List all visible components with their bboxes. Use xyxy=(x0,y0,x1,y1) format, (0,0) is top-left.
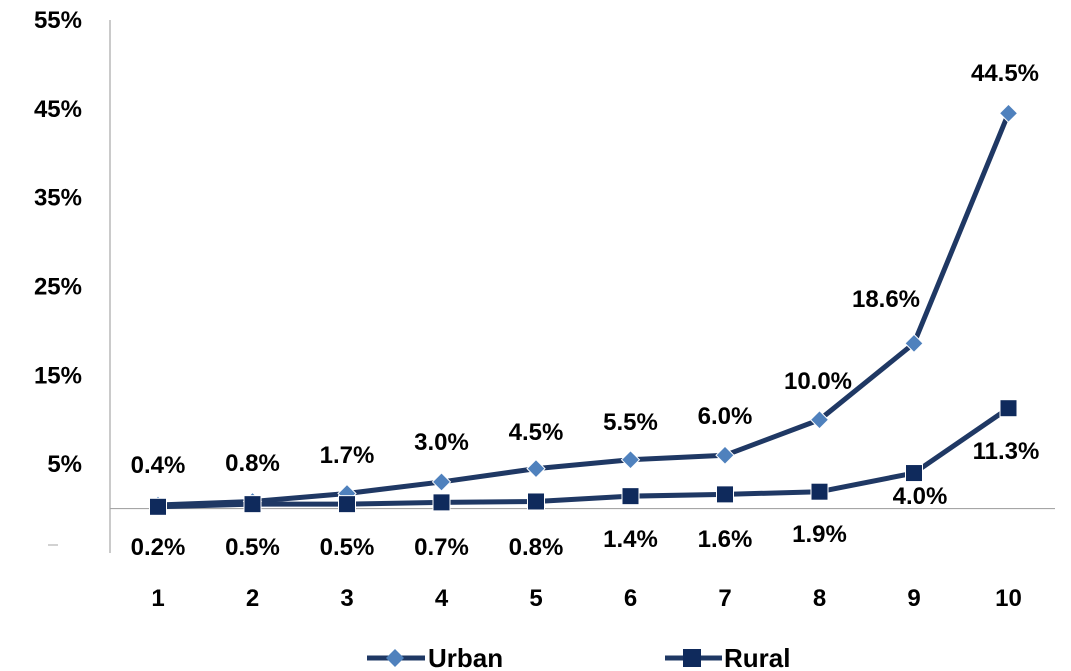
data-label-urban: 1.7% xyxy=(320,442,375,469)
x-tick-label: 5 xyxy=(529,585,542,612)
data-label-rural: 0.8% xyxy=(509,534,564,561)
legend-item-urban: Urban xyxy=(367,643,503,671)
data-labels: 0.4% 0.8% 1.7% 3.0% 4.5% 5.5% 6.0% 10.0% 18.6% 44… xyxy=(131,60,1040,561)
x-tick-label: 10 xyxy=(995,585,1022,612)
data-label-rural: 4.0% xyxy=(893,483,948,510)
data-label-urban: 0.4% xyxy=(131,452,186,479)
data-point xyxy=(527,492,545,511)
legend-label: Rural xyxy=(724,643,790,671)
legend-item-rural: Rural xyxy=(665,643,790,671)
data-point xyxy=(904,333,924,354)
data-point xyxy=(998,103,1019,123)
x-tick-label: 9 xyxy=(907,585,920,612)
data-point xyxy=(243,495,262,514)
data-point xyxy=(149,497,167,516)
series-line xyxy=(157,112,1011,508)
data-point xyxy=(620,450,641,470)
x-tick-label: 3 xyxy=(340,585,353,612)
data-point xyxy=(999,399,1018,418)
data-label-rural: 0.7% xyxy=(414,534,469,561)
y-tick-label: 15% xyxy=(34,362,82,389)
data-point xyxy=(809,410,830,430)
series-rural xyxy=(149,399,1018,516)
data-label-rural: 1.6% xyxy=(698,526,753,553)
data-point xyxy=(431,472,452,492)
x-tick-label: 2 xyxy=(246,585,259,612)
x-tick-label: 8 xyxy=(813,585,826,612)
data-label-urban: 18.6% xyxy=(852,286,920,313)
x-tick-label: 4 xyxy=(435,585,449,612)
y-tick-label: 5% xyxy=(47,451,82,478)
data-label-urban: 6.0% xyxy=(698,403,753,430)
data-label-rural: 0.2% xyxy=(131,534,186,561)
data-point xyxy=(338,495,356,514)
x-tick-label: 7 xyxy=(718,585,731,612)
data-point xyxy=(810,482,829,501)
data-label-rural: 1.9% xyxy=(792,521,847,548)
y-axis-ticks: 5% 15% 25% 35% 45% 55% xyxy=(34,7,82,478)
data-point xyxy=(432,493,451,512)
legend-label: Urban xyxy=(428,643,503,671)
chart-axes xyxy=(48,20,1055,553)
x-axis-ticks: 1 2 3 4 5 6 7 8 9 10 xyxy=(151,585,1022,612)
data-point xyxy=(526,458,546,479)
x-tick-label: 1 xyxy=(151,585,164,612)
chart-legend: Urban Rural xyxy=(367,643,790,671)
data-point xyxy=(715,445,735,465)
data-label-urban: 44.5% xyxy=(971,60,1039,87)
data-label-urban: 0.8% xyxy=(225,450,280,477)
y-tick-label: 35% xyxy=(34,185,82,212)
y-tick-label: 25% xyxy=(34,274,82,301)
data-label-urban: 4.5% xyxy=(509,419,564,446)
data-point xyxy=(621,487,640,506)
data-point xyxy=(905,464,923,483)
data-label-rural: 0.5% xyxy=(320,534,375,561)
chart-series xyxy=(148,103,1019,516)
data-label-urban: 10.0% xyxy=(784,368,852,395)
legend-diamond-icon xyxy=(386,649,404,667)
data-label-rural: 1.4% xyxy=(603,526,658,553)
x-tick-label: 6 xyxy=(624,585,637,612)
data-point xyxy=(716,485,734,504)
data-label-urban: 5.5% xyxy=(603,409,658,436)
legend-square-icon xyxy=(683,649,701,667)
data-label-urban: 3.0% xyxy=(414,429,469,456)
data-label-rural: 11.3% xyxy=(973,438,1040,465)
y-tick-label: 55% xyxy=(34,7,82,34)
y-tick-label: 45% xyxy=(34,96,82,123)
data-label-rural: 0.5% xyxy=(225,534,280,561)
series-line xyxy=(157,406,1010,510)
